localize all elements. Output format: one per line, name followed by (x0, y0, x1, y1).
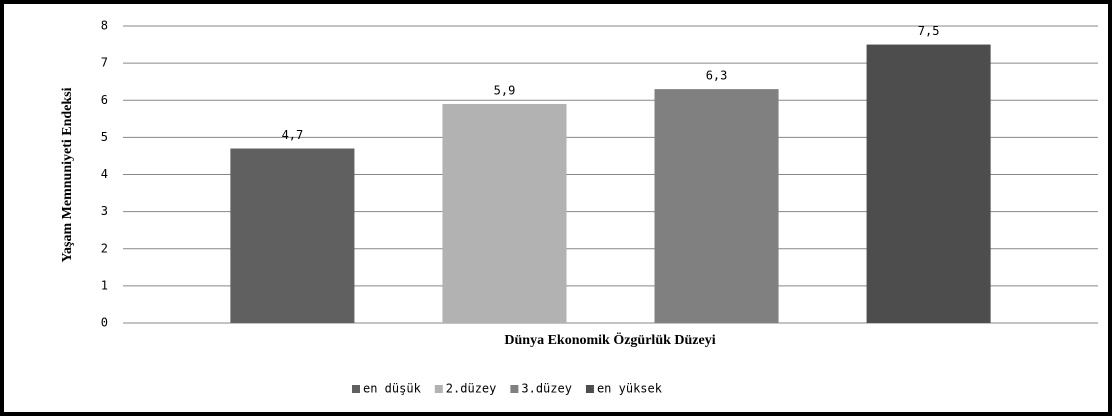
y-tick-label: 4 (101, 167, 108, 181)
y-tick-label: 1 (101, 278, 108, 292)
y-tick-label: 2 (101, 241, 108, 255)
bar (230, 148, 355, 323)
x-axis-title: Dünya Ekonomik Özgürlük Düzeyi (504, 331, 715, 348)
y-axis-title: Yaşam Memnuniyeti Endeksi (60, 87, 75, 262)
data-label: 5,9 (494, 83, 516, 97)
y-tick-label: 8 (101, 19, 108, 33)
y-tick-label: 7 (101, 56, 108, 70)
legend-label: en yüksek (597, 382, 663, 396)
data-label: 7,5 (918, 24, 940, 38)
legend-label: 2.düzey (446, 382, 497, 396)
legend-swatch (585, 385, 594, 393)
legend-swatch (434, 385, 443, 393)
legend-label: en düşük (363, 382, 422, 396)
y-tick-label: 3 (101, 204, 108, 218)
data-label: 6,3 (706, 69, 728, 83)
data-label: 4,7 (282, 128, 304, 142)
y-tick-label: 0 (101, 316, 108, 330)
bar (442, 103, 567, 324)
legend-swatch (352, 385, 360, 393)
legend-label: 3.düzey (521, 382, 572, 396)
y-tick-label: 6 (101, 93, 108, 107)
y-tick-label: 5 (101, 130, 108, 144)
legend-swatch (510, 385, 519, 393)
bar (654, 89, 779, 323)
bar (866, 44, 991, 323)
